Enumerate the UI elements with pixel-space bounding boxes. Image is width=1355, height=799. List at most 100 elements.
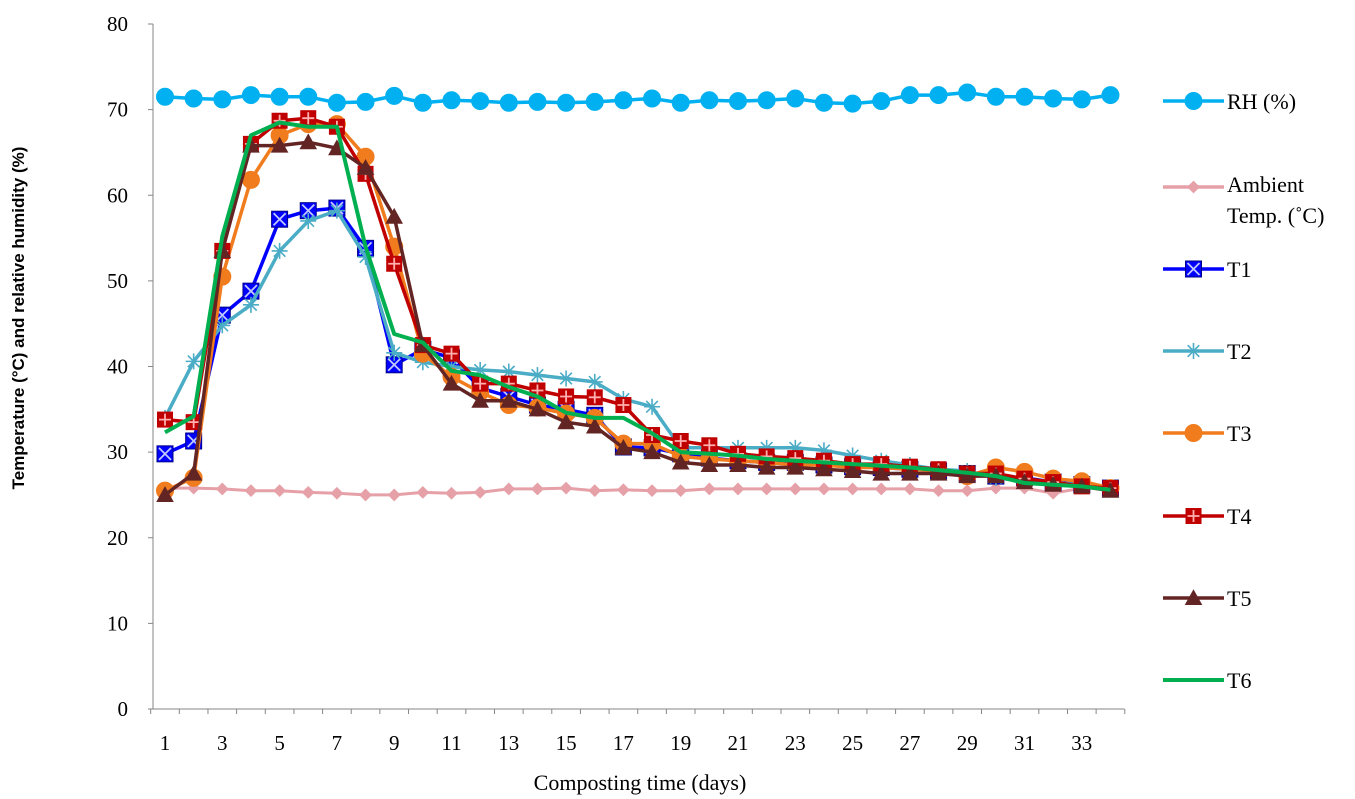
data-point [559, 481, 573, 495]
data-point [843, 462, 862, 479]
data-point [1185, 343, 1202, 359]
data-point [1187, 180, 1200, 194]
x-tick-label: 27 [899, 731, 920, 755]
legend-item: T2 [1163, 339, 1251, 364]
data-point [473, 485, 487, 499]
data-point-cross [159, 413, 171, 426]
data-point [672, 432, 689, 449]
data-point [901, 464, 919, 481]
data-point [385, 207, 403, 224]
x-tick-label: 15 [556, 731, 577, 755]
data-point [786, 458, 805, 475]
data-point [558, 370, 575, 387]
data-point [1184, 589, 1203, 606]
data-point [844, 447, 861, 464]
y-tick-label: 40 [107, 355, 128, 379]
x-tick-label: 17 [613, 731, 634, 755]
data-point-cross [388, 257, 401, 270]
data-point [156, 87, 174, 106]
legend-label: T5 [1227, 586, 1251, 611]
data-point [500, 391, 518, 408]
legend-label: T6 [1227, 668, 1251, 693]
data-point [416, 485, 430, 499]
data-point [273, 484, 286, 498]
legend-item: T6 [1163, 668, 1251, 693]
data-point [929, 86, 948, 105]
data-point [700, 91, 719, 110]
data-point [241, 86, 260, 105]
data-point [387, 488, 401, 502]
data-point [846, 482, 859, 496]
x-tick-label: 9 [389, 731, 400, 755]
data-point [215, 482, 229, 496]
data-point [356, 159, 375, 175]
data-point [872, 92, 891, 111]
data-point [615, 397, 632, 414]
data-point-cross [387, 358, 401, 372]
x-tick-label: 3 [217, 731, 228, 755]
x-axis-title: Composting time (days) [534, 770, 747, 795]
data-point [702, 482, 716, 496]
data-point-cross [272, 212, 287, 226]
y-tick-label: 60 [107, 183, 128, 207]
data-point [557, 93, 576, 112]
data-point [301, 485, 315, 499]
legend-label: T4 [1227, 504, 1251, 529]
data-point [472, 361, 489, 378]
data-point [1185, 508, 1202, 524]
data-point [617, 483, 630, 497]
data-point [557, 413, 575, 430]
data-point [385, 86, 404, 105]
data-point [185, 353, 202, 370]
series-line [164, 90, 1111, 106]
x-tick-label: 7 [332, 731, 343, 755]
series-0 [156, 83, 1120, 113]
data-point [731, 482, 745, 496]
data-point [843, 94, 862, 113]
data-point [701, 437, 718, 454]
series-4 [156, 115, 1120, 500]
data-point [386, 344, 403, 361]
data-point [674, 484, 688, 498]
data-point [471, 92, 490, 111]
x-tick-label: 25 [842, 731, 863, 755]
legend-item: T5 [1163, 586, 1251, 611]
data-point [932, 484, 945, 498]
data-point [156, 486, 174, 502]
legend-item: RH (%) [1163, 89, 1296, 114]
data-point [244, 484, 258, 498]
data-point [1184, 424, 1203, 442]
x-tick-label: 29 [957, 731, 978, 755]
data-point [214, 317, 231, 334]
x-tick-label: 13 [498, 731, 519, 755]
data-point [989, 481, 1003, 495]
data-point [817, 482, 831, 496]
data-point [1015, 87, 1034, 106]
data-point [588, 484, 602, 498]
data-point [213, 90, 232, 109]
data-point [1044, 89, 1063, 108]
data-point [787, 439, 804, 456]
data-point [300, 110, 317, 127]
chart-series [156, 83, 1120, 502]
data-point [442, 91, 461, 110]
data-point [614, 439, 633, 455]
data-point [386, 255, 403, 272]
data-point-cross [1186, 262, 1201, 276]
data-point [443, 345, 460, 362]
data-point [729, 92, 747, 111]
data-point [500, 363, 517, 380]
data-point [1101, 481, 1120, 498]
legend-item: Ambient Temp. (˚C) [1163, 172, 1324, 228]
series-line [165, 486, 1111, 497]
data-point-cross [302, 112, 315, 125]
data-point [815, 460, 833, 477]
legend-label: T3 [1227, 421, 1251, 446]
data-point [529, 367, 546, 384]
x-tick-label: 11 [441, 731, 461, 755]
data-point [1184, 92, 1203, 110]
x-tick-label: 5 [274, 731, 285, 755]
data-point [271, 210, 289, 228]
x-tick-label: 21 [728, 731, 749, 755]
